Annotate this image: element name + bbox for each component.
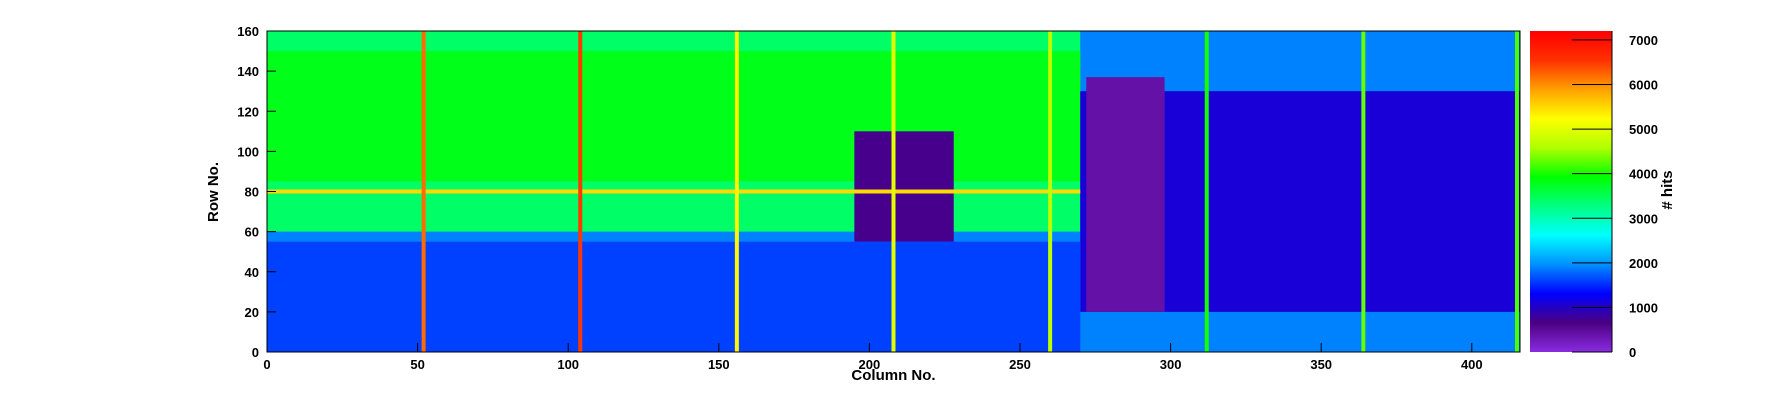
x-tick-label: 0 <box>263 357 270 372</box>
y-tick-label: 100 <box>237 144 259 159</box>
heatmap-region-5 <box>854 131 954 242</box>
z-tick-label: 6000 <box>1629 78 1658 93</box>
hot-column-7 <box>1514 31 1519 352</box>
x-axis-title: Column No. <box>851 367 935 384</box>
z-tick-label: 0 <box>1629 345 1636 360</box>
z-tick-label: 2000 <box>1629 256 1658 271</box>
heatmap-region-6 <box>267 241 1081 352</box>
z-tick-label: 5000 <box>1629 122 1658 137</box>
y-tick-label: 140 <box>237 64 259 79</box>
hot-column-0 <box>421 31 426 352</box>
y-axis: 0 20 40 60 80 100 120 140 160 <box>237 24 276 360</box>
color-scale: 0 1000 2000 3000 4000 5000 6000 7000 <box>1530 31 1658 360</box>
hot-column-5 <box>1204 31 1209 352</box>
z-tick-label: 4000 <box>1629 167 1658 182</box>
x-tick-label: 100 <box>557 357 579 372</box>
y-axis-title: Row No. <box>205 162 222 222</box>
y-tick-label: 160 <box>237 24 259 39</box>
hot-column-1 <box>578 31 583 352</box>
z-tick-label: 3000 <box>1629 211 1658 226</box>
hot-row-0 <box>267 189 1081 194</box>
x-tick-label: 50 <box>410 357 424 372</box>
y-tick-label: 80 <box>245 185 259 200</box>
hot-column-2 <box>734 31 739 352</box>
y-tick-label: 20 <box>245 305 259 320</box>
x-tick-label: 350 <box>1310 357 1332 372</box>
x-axis: 0 50 100 150 200 250 300 350 400 <box>263 343 1483 372</box>
hot-column-6 <box>1361 31 1366 352</box>
heatmap-region-4 <box>1086 77 1165 312</box>
z-tick-label: 7000 <box>1629 33 1658 48</box>
y-tick-label: 0 <box>252 345 259 360</box>
heatmap-cells <box>267 31 1520 352</box>
heatmap-region-2 <box>267 51 1081 182</box>
x-tick-label: 150 <box>708 357 730 372</box>
x-tick-label: 200 <box>859 357 881 372</box>
x-tick-label: 300 <box>1160 357 1182 372</box>
z-tick-label: 1000 <box>1629 300 1658 315</box>
color-scale-bar <box>1530 31 1612 352</box>
y-tick-label: 120 <box>237 104 259 119</box>
y-tick-label: 60 <box>245 225 259 240</box>
hot-column-3 <box>891 31 896 352</box>
x-tick-label: 250 <box>1009 357 1031 372</box>
z-axis-title: # hits <box>1659 170 1676 209</box>
y-tick-label: 40 <box>245 265 259 280</box>
x-tick-label: 400 <box>1461 357 1483 372</box>
hot-column-4 <box>1048 31 1053 352</box>
